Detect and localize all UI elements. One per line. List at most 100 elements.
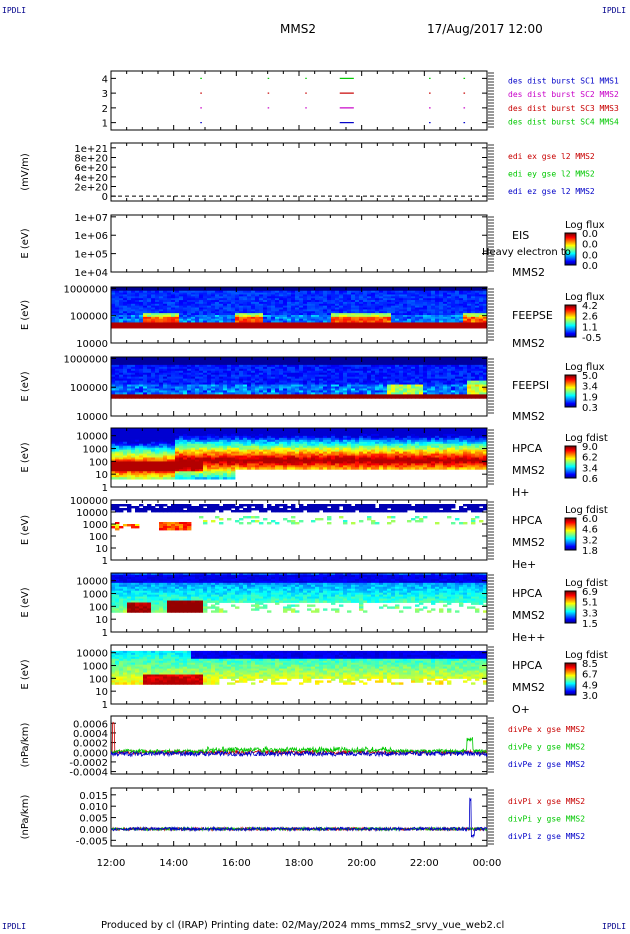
spectrogram-cell — [159, 392, 164, 395]
spectrogram-cell — [179, 374, 184, 378]
spectrogram-cell — [303, 390, 308, 393]
spectrogram-cell — [279, 316, 284, 320]
spectrogram-cell — [199, 357, 204, 360]
spectrogram-cell — [291, 300, 296, 303]
y-tick-label: 2e+20 — [74, 183, 108, 194]
spectrogram-cell — [331, 287, 336, 290]
spectrogram-cell — [267, 288, 272, 292]
spectrogram-cell — [179, 357, 184, 360]
spectrogram-cell — [251, 378, 256, 381]
spectrogram-cell — [227, 358, 232, 362]
spectrogram-cell — [123, 368, 128, 372]
spectrogram-cell — [335, 364, 340, 368]
spectrogram-cell — [143, 322, 148, 325]
spectrogram-cell — [475, 305, 480, 308]
spectrogram-cell — [279, 376, 284, 380]
spectrogram-cell — [147, 311, 152, 314]
spectrogram-cell — [123, 288, 128, 292]
spectrogram-cell — [111, 374, 116, 378]
spectrogram-cell — [235, 311, 240, 314]
spectrogram-cell — [323, 390, 328, 393]
spectrogram-cell — [191, 357, 196, 360]
spectrogram-cell — [483, 305, 488, 308]
spectrogram-cell — [211, 298, 216, 301]
spectrogram-cell — [327, 360, 332, 364]
spectrogram-cell — [199, 290, 204, 293]
spectrogram-cell — [307, 374, 312, 378]
spectrogram-cell — [199, 301, 204, 305]
spectrogram-cell — [203, 326, 208, 329]
spectrogram-cell — [395, 326, 400, 329]
spectrogram-cell — [171, 322, 176, 325]
spectrogram-cell — [131, 362, 136, 366]
spectrogram-cell — [207, 294, 212, 297]
colorbar-cell — [565, 319, 576, 321]
spectrogram-cell — [167, 386, 172, 389]
spectrogram-cell — [463, 305, 468, 308]
spectrogram-cell — [411, 300, 416, 303]
spectrogram-cell — [447, 287, 452, 290]
spectrogram-cell — [167, 322, 172, 325]
spectrogram-cell — [247, 298, 252, 301]
spectrogram-cell — [159, 380, 164, 383]
spectrogram-cell — [215, 288, 220, 292]
spectrogram-cell — [143, 390, 148, 393]
spectrogram-cell — [455, 296, 460, 299]
spectrogram-cell — [311, 322, 316, 325]
spectrogram-cell — [395, 292, 400, 295]
spectrogram-cell — [115, 307, 120, 310]
spectrogram-cell — [355, 290, 360, 293]
spectrogram-cell — [435, 322, 440, 325]
spectrogram-cell — [307, 316, 312, 320]
spectrogram-cell — [175, 384, 180, 387]
spectrogram-cell — [303, 301, 308, 305]
spectrogram-cell — [323, 366, 328, 370]
spectrogram-cell — [255, 287, 260, 290]
spectrogram-cell — [275, 392, 280, 395]
spectrogram-cell — [171, 386, 176, 389]
spectrogram-cell — [167, 364, 172, 368]
spectrogram-cell — [399, 309, 404, 312]
spectrogram-cell — [451, 316, 456, 320]
spectrogram-cell — [243, 374, 248, 378]
spectrogram-cell — [287, 376, 292, 380]
spectrogram-cell — [303, 380, 308, 383]
spectrogram-cell — [339, 301, 344, 305]
spectrogram-cell — [423, 288, 428, 292]
spectrogram-cell — [435, 313, 440, 316]
spectrogram-cell — [227, 292, 232, 295]
spectrogram-cell — [407, 324, 412, 327]
spectrogram-cell — [283, 384, 288, 387]
spectrogram-cell — [331, 392, 336, 395]
spectrogram-cell — [451, 320, 456, 323]
spectrogram-cell — [371, 320, 376, 323]
spectrogram-cell — [207, 392, 212, 395]
spectrogram-cell — [291, 390, 296, 393]
spectrogram-cell — [155, 358, 160, 362]
spectrogram-cell — [243, 320, 248, 323]
spectrogram-cell — [323, 392, 328, 395]
spectrogram-cell — [183, 305, 188, 308]
spectrogram-cell — [327, 313, 332, 316]
spectrogram-cell — [123, 290, 128, 293]
spectrogram-cell — [355, 313, 360, 316]
spectrogram-cell — [111, 358, 116, 362]
spectrogram-cell — [215, 318, 220, 321]
spectrogram-cell — [223, 305, 228, 308]
spectrogram-cell — [299, 309, 304, 312]
spectrogram-cell — [231, 360, 236, 364]
spectrogram-cell — [243, 388, 248, 391]
legend-entry: divPi y gse MMS2 — [508, 814, 585, 823]
spectrogram-cell — [247, 370, 252, 374]
spectrogram-cell — [199, 374, 204, 378]
spectrogram-cell — [231, 376, 236, 380]
spectrogram-cell — [455, 320, 460, 323]
spectrogram-cell — [323, 358, 328, 362]
spectrogram-cell — [443, 296, 448, 299]
spectrogram-cell — [179, 316, 184, 320]
spectrogram-cell — [127, 287, 132, 290]
spectrogram-cell — [307, 300, 312, 303]
spectrogram-cell — [135, 372, 140, 376]
spectrogram-cell — [175, 313, 180, 316]
spectrogram-cell — [215, 290, 220, 293]
